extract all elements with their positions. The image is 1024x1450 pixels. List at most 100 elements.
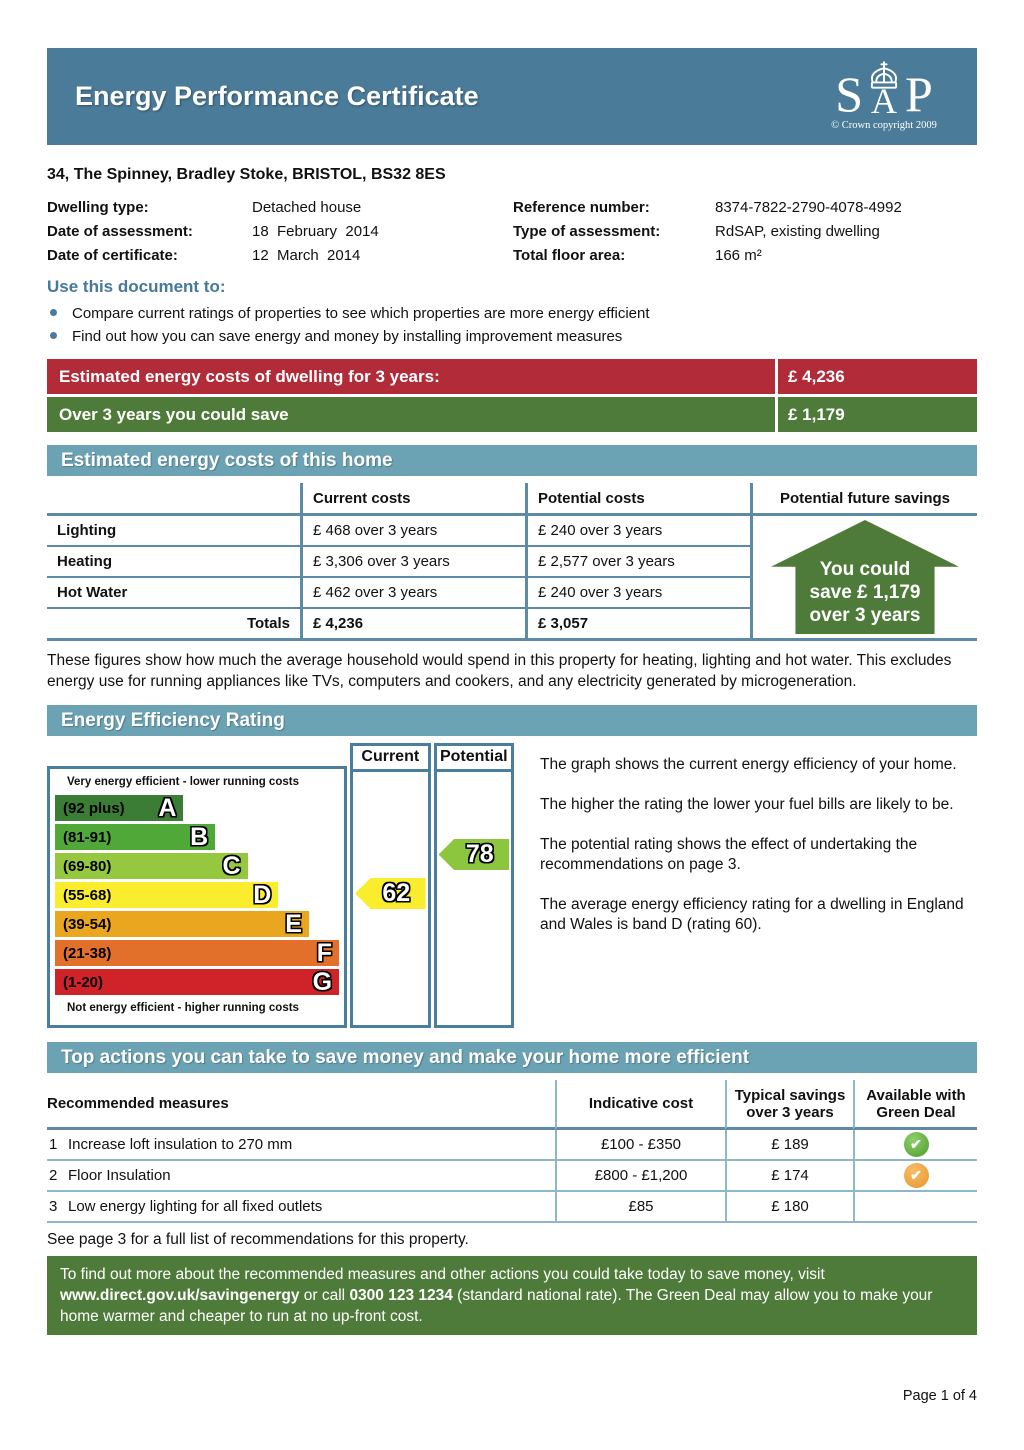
band-letter: E [285,909,302,938]
totals-current: £ 4,236 [300,609,525,641]
measure-cell: 1 Increase loft insulation to 270 mm [47,1130,555,1161]
detail-row: Date of certificate: 12 March 2014 Total… [47,243,977,267]
totals-label: Totals [47,609,300,641]
greendeal-cell [853,1192,977,1223]
cost-cell: £800 - £1,200 [555,1161,725,1192]
band-row-e: (39-54) E [55,911,339,937]
banner-value: £ 1,179 [775,397,977,432]
bullet-item: Find out how you can save energy and mon… [47,327,977,346]
cell-current: £ 468 over 3 years [300,516,525,547]
detail-row: Dwelling type: Detached house Reference … [47,195,977,219]
band-row-b: (81-91) B [55,824,339,850]
banner-label: Over 3 years you could save [59,404,289,424]
sap-letter-p: P [905,66,933,122]
section-heading-rating: Energy Efficiency Rating [47,705,977,736]
green-deal-info-box: To find out more about the recommended m… [47,1256,977,1335]
band-bar: (55-68) D [55,880,279,909]
cell-current: £ 462 over 3 years [300,578,525,609]
band-range: (39-54) [63,915,112,933]
row-label: Heating [47,547,300,578]
savings-cell: £ 180 [725,1192,853,1223]
info-text: (standard national rate). The Green Deal… [60,1287,933,1325]
band-letter: C [222,851,241,880]
crown-icon [865,60,903,97]
costs-grid: Current costs Potential costs Lighting £… [47,483,750,641]
band-bar: (81-91) B [55,822,216,851]
recommendations-header: Recommended measures Indicative cost Typ… [47,1080,977,1130]
section-heading-costs: Estimated energy costs of this home [47,445,977,476]
detail-value: RdSAP, existing dwelling [715,222,880,240]
rating-paragraph: The graph shows the current energy effic… [540,756,957,773]
cost-summary: Estimated energy costs of dwelling for 3… [47,359,977,432]
potential-rating-marker: 78 [438,839,510,870]
measure-cell: 2 Floor Insulation [47,1161,555,1192]
sap-logo: S A P © Crown copyright 2009 [809,60,959,131]
savings-cell: £ 189 [725,1130,853,1161]
band-bar: (69-80) C [55,853,248,879]
greendeal-cell: ✔ [853,1130,977,1161]
detail-label: Date of certificate: [47,246,178,264]
greendeal-check-icon: ✔ [903,1132,929,1157]
band-row-f: (21-38) F [55,940,340,966]
potential-column-body: 78 [437,772,511,1025]
energy-costs-table: Current costs Potential costs Lighting £… [47,483,977,641]
measure-text: Increase loft insulation to 270 mm [68,1136,293,1153]
rating-paragraph: The potential rating shows the effect of… [540,836,918,873]
bullet-icon [50,309,57,316]
band-range: (69-80) [63,857,112,875]
band-range: (81-91) [63,828,112,846]
measure-number: 1 [49,1136,58,1153]
cost-cell: £85 [555,1192,725,1223]
detail-value: 18 February 2014 [252,222,379,240]
property-address: 34, The Spinney, Bradley Stoke, BRISTOL,… [47,166,446,183]
column-header-cost: Indicative cost [555,1080,725,1130]
band-letter: B [190,822,209,851]
row-label: Hot Water [47,578,300,609]
recommendations-table: Recommended measures Indicative cost Typ… [47,1080,977,1223]
column-header-potential: Potential costs [525,483,750,516]
bullet-text: Compare current ratings of properties to… [72,305,650,322]
measure-text: Low energy lighting for all fixed outlet… [68,1198,323,1215]
rating-top-label: Very energy efficient - lower running co… [67,776,299,788]
measure-text: Floor Insulation [68,1167,171,1184]
column-header-greendeal: Available with Green Deal [853,1080,977,1130]
table-row: 1 Increase loft insulation to 270 mm £10… [47,1130,977,1161]
table-row: 2 Floor Insulation £800 - £1,200 £ 174 ✔ [47,1161,977,1192]
sap-letter-a: A [871,81,897,121]
band-letter: G [312,967,333,996]
measure-number: 3 [49,1198,58,1215]
detail-row: Date of assessment: 18 February 2014 Typ… [47,219,977,243]
sap-letter-s: S [835,66,863,122]
potential-savings-banner: Over 3 years you could save £ 1,179 [47,397,977,432]
column-header-current: Current costs [300,483,525,516]
info-text: or call [299,1287,350,1304]
savings-cell: You could save £ 1,179 over 3 years [753,516,977,641]
detail-label: Total floor area: [513,246,626,264]
future-savings-column: Potential future savings You could save … [750,483,977,641]
house-text-line: over 3 years [809,605,921,626]
potential-column-header: Potential [436,746,512,772]
banner-value: £ 4,236 [775,359,977,394]
band-bar: (92 plus) A [55,795,184,821]
cell-potential: £ 2,577 over 3 years [525,547,750,578]
band-bar: (1-20) G [55,967,340,996]
greendeal-cell: ✔ [853,1161,977,1192]
info-text: To find out more about the recommended m… [60,1266,825,1283]
detail-value: 166 m² [715,246,762,264]
band-bar: (39-54) E [55,911,309,937]
band-letter: D [253,880,272,909]
measure-cell: 3 Low energy lighting for all fixed outl… [47,1192,555,1223]
potential-rating-value: 78 [465,840,494,868]
band-row-d: (55-68) D [55,882,339,908]
house-text-line: You could [819,559,911,580]
rating-paragraph: The average energy efficiency rating for… [540,896,964,933]
info-link: www.direct.gov.uk/savingenergy [60,1287,300,1304]
rating-description: The graph shows the current energy effic… [540,743,977,1028]
band-row-g: (1-20) G [55,967,340,996]
costs-note: These figures show how much the average … [47,652,952,690]
current-rating-column: Current 62 [350,743,431,1028]
page-title: Energy Performance Certificate [75,81,479,111]
certificate-page: Energy Performance Certificate S A P [47,48,977,1335]
band-range: (21-38) [63,944,112,962]
measure-number: 2 [49,1167,58,1184]
